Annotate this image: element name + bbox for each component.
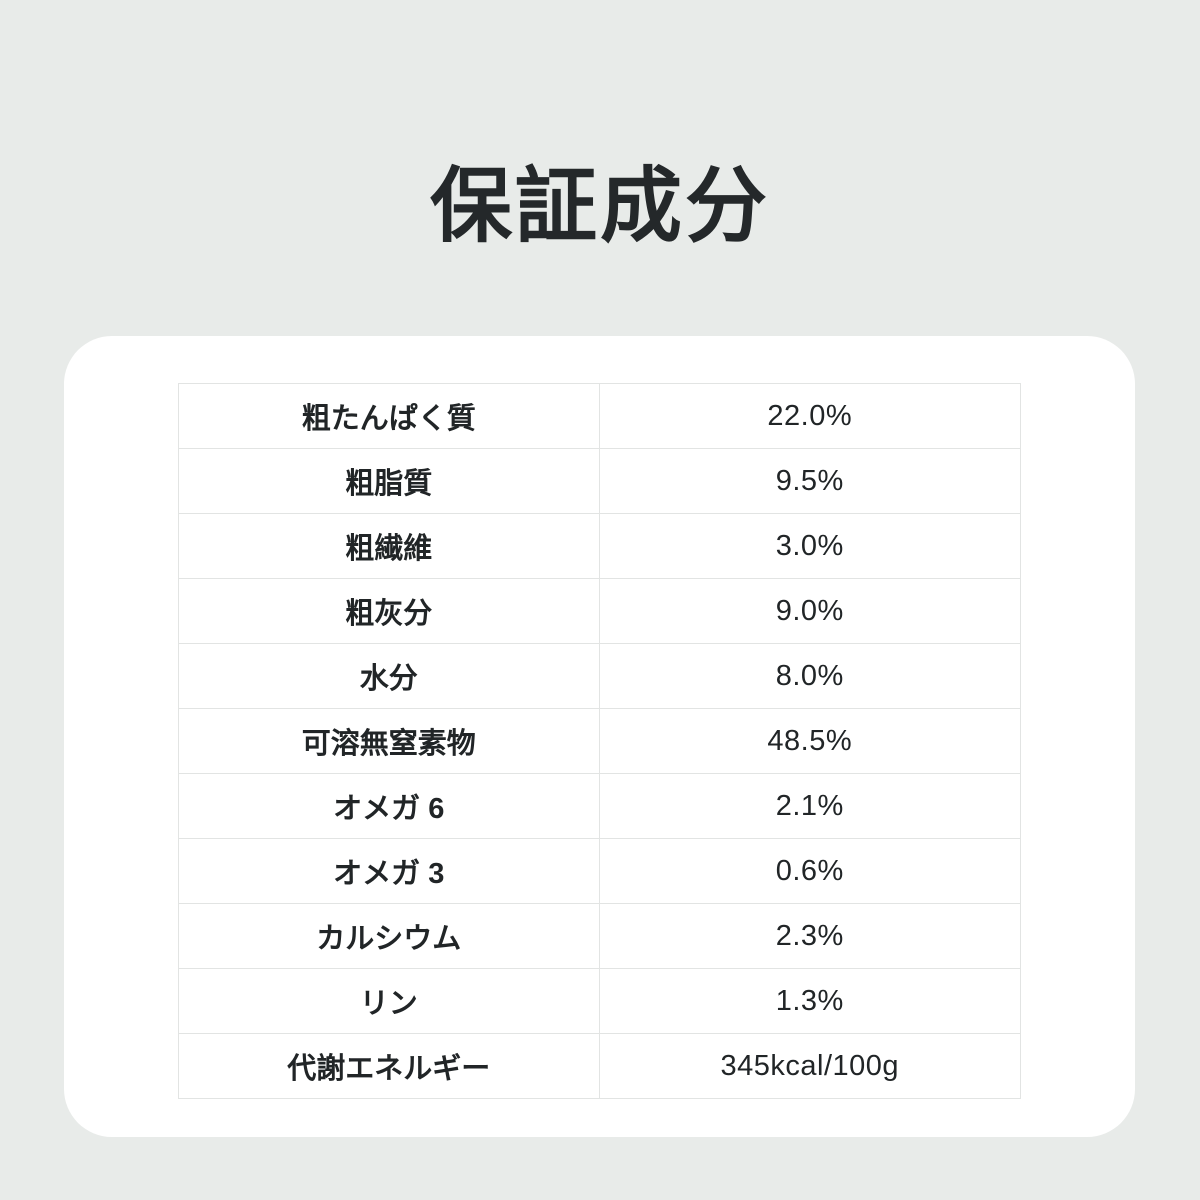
table-row: 水分 8.0% [179, 644, 1020, 709]
nutrient-value: 48.5% [767, 724, 853, 757]
nutrient-label: オメガ 6 [179, 774, 600, 838]
analysis-card: 粗たんぱく質 22.0% 粗脂質 9.5% 粗繊維 3.0% 粗灰分 9.0% … [64, 336, 1135, 1137]
table-row: 粗脂質 9.5% [179, 449, 1020, 514]
nutrient-label: 粗脂質 [179, 449, 600, 513]
nutrient-value: 8.0% [775, 659, 844, 692]
nutrient-value: 1.3% [775, 984, 844, 1017]
table-row: カルシウム 2.3% [179, 904, 1020, 969]
page-title: 保証成分 [429, 161, 770, 252]
table-row: 粗たんぱく質 22.0% [179, 384, 1020, 449]
table-row: オメガ 3 0.6% [179, 839, 1020, 904]
table-row: リン 1.3% [179, 969, 1020, 1034]
table-row: 可溶無窒素物 48.5% [179, 709, 1020, 774]
table-row: 代謝エネルギー 345kcal/100g [179, 1034, 1020, 1099]
nutrient-value: 9.0% [775, 594, 844, 627]
table-row: 粗灰分 9.0% [179, 579, 1020, 644]
nutrient-label: オメガ 3 [179, 839, 600, 903]
nutrient-label: 代謝エネルギー [179, 1034, 600, 1098]
nutrient-value: 9.5% [775, 464, 844, 497]
nutrient-value: 2.3% [775, 919, 844, 952]
nutrient-value: 22.0% [767, 399, 853, 432]
nutrient-label: 可溶無窒素物 [179, 709, 600, 773]
nutrient-value: 0.6% [775, 854, 844, 887]
table-row: オメガ 6 2.1% [179, 774, 1020, 839]
nutrient-label: リン [179, 969, 600, 1033]
nutrient-label: 粗灰分 [179, 579, 600, 643]
analysis-table: 粗たんぱく質 22.0% 粗脂質 9.5% 粗繊維 3.0% 粗灰分 9.0% … [178, 383, 1021, 1099]
nutrient-value: 345kcal/100g [720, 1049, 900, 1082]
nutrient-label: 粗たんぱく質 [179, 384, 600, 448]
nutrient-label: カルシウム [179, 904, 600, 968]
nutrient-value: 3.0% [775, 529, 844, 562]
nutrient-value: 2.1% [775, 789, 844, 822]
nutrient-label: 水分 [179, 644, 600, 708]
table-row: 粗繊維 3.0% [179, 514, 1020, 579]
nutrient-label: 粗繊維 [179, 514, 600, 578]
